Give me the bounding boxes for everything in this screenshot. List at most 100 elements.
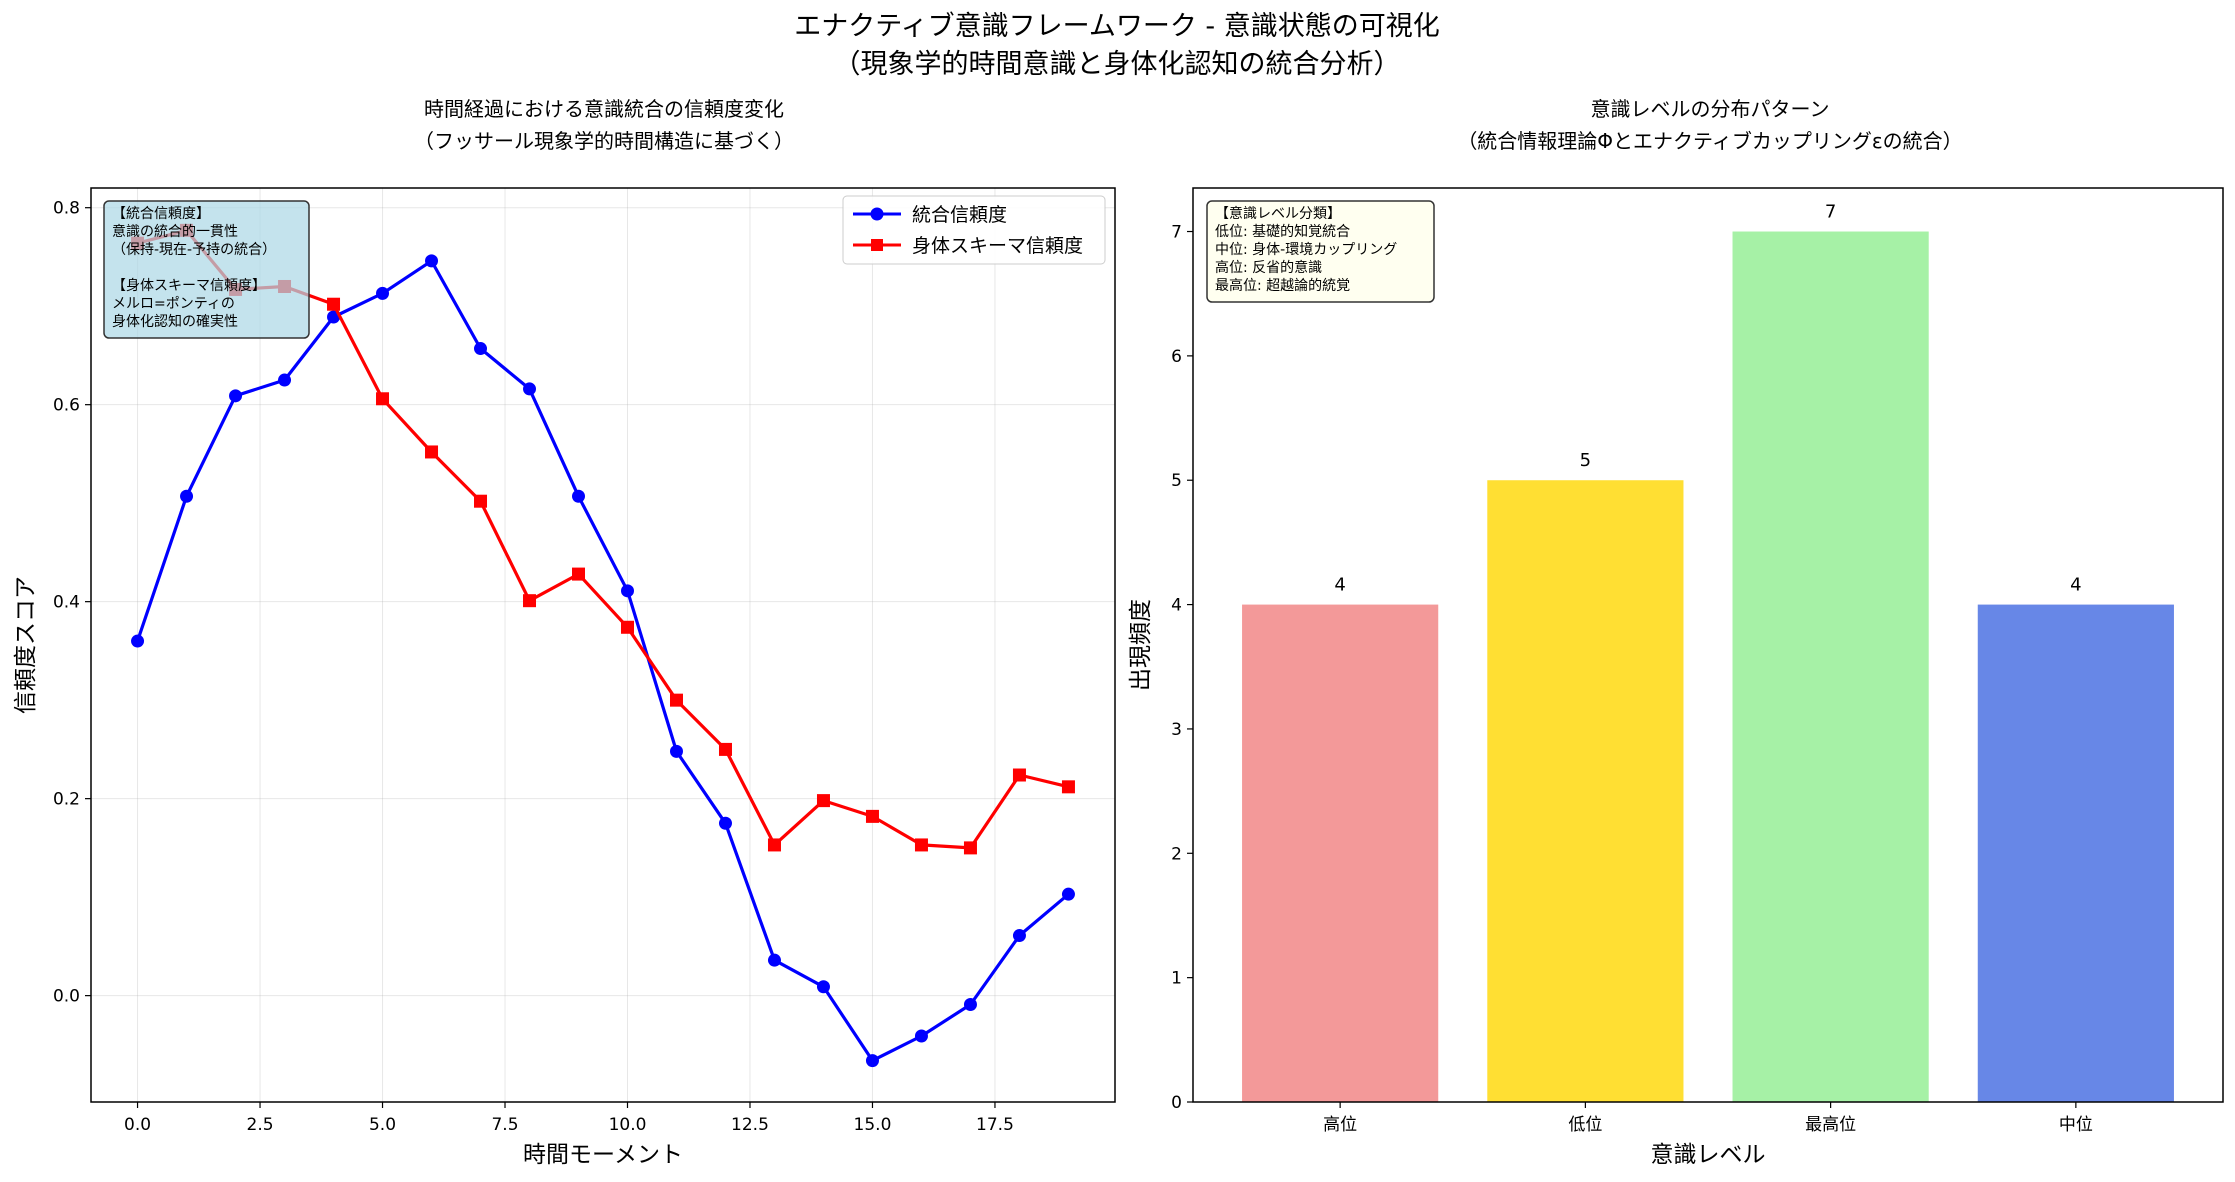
- x-tick-label: 中位: [2059, 1115, 2093, 1135]
- bar-chart-x-axis-label: 意識レベル: [1651, 1142, 1766, 1168]
- bar-chart-x-ticks: 高位 低位 最高位 中位: [1323, 1102, 2093, 1135]
- y-tick-label: 5: [1171, 471, 1182, 491]
- y-tick-label: 4: [1171, 596, 1182, 616]
- x-tick-label: 0.0: [124, 1115, 151, 1135]
- line-chart-y-axis-label: 信頼度スコア: [13, 576, 39, 714]
- line-chart-plot-frame: [90, 187, 1116, 1103]
- data-point: [767, 838, 781, 852]
- x-tick-label: 5.0: [369, 1115, 396, 1135]
- line-chart-annotation: 【統合信頼度】 意識の統合的一貫性 （保持-現在-予持の統合） 【身体スキーマ信…: [103, 200, 310, 339]
- bar-chart-annotation-line: 低位: 基礎的知覚統合: [1215, 223, 1350, 240]
- bar-chart-bars: 4 5 7 4: [1242, 202, 2174, 1102]
- bar-value-label: 4: [2070, 575, 2081, 596]
- bar-chart-annotation-line: 中位: 身体-環境カップリング: [1215, 242, 1397, 258]
- line-chart-x-ticks: 0.0 2.5 5.0 7.5 10.0 12.5 15.0 17.5: [124, 1102, 1014, 1135]
- line-chart-annotation-line: 意識の統合的一貫性: [112, 223, 238, 240]
- line-chart-series: [131, 223, 1075, 1068]
- series-line-integration: [135, 259, 1070, 1063]
- data-point: [865, 1054, 879, 1068]
- y-tick-label: 0.4: [53, 593, 80, 613]
- bar-chart: 意識レベルの分布パターン （統合情報理論Φとエナクティブカップリングεの統合） …: [1128, 97, 2224, 1168]
- x-tick-label: 高位: [1323, 1115, 1357, 1135]
- bar-chart-y-ticks: 0 1 2 3 4 5 6 7: [1171, 223, 1193, 1113]
- data-point: [376, 286, 390, 300]
- bar: [1487, 480, 1684, 1102]
- y-tick-label: 0.6: [53, 396, 80, 416]
- x-tick-label: 7.5: [491, 1115, 518, 1135]
- data-point: [180, 489, 194, 503]
- line-chart-annotation-line: 身体化認知の確実性: [112, 313, 238, 330]
- bar: [1242, 604, 1439, 1102]
- data-point: [767, 953, 781, 967]
- y-tick-label: 1: [1171, 969, 1182, 989]
- line-chart-x-axis-label: 時間モーメント: [523, 1142, 683, 1168]
- data-point: [1061, 887, 1075, 901]
- y-tick-label: 7: [1171, 223, 1182, 243]
- data-point: [1012, 768, 1026, 782]
- data-point: [425, 445, 439, 459]
- y-tick-label: 0.8: [53, 199, 80, 219]
- data-point: [131, 634, 145, 648]
- y-tick-label: 6: [1171, 347, 1182, 367]
- data-point: [278, 373, 292, 387]
- bar-chart-annotation-line: 最高位: 超越論的統覚: [1215, 277, 1350, 294]
- x-tick-label: 15.0: [854, 1115, 892, 1135]
- bar-value-label: 5: [1580, 450, 1591, 471]
- data-point: [523, 594, 537, 608]
- bar-value-label: 7: [1825, 202, 1836, 223]
- data-point: [327, 297, 341, 311]
- x-tick-label: 低位: [1568, 1115, 1602, 1135]
- legend-marker-circle-icon: [870, 207, 884, 221]
- line-chart-annotation-line: 【身体スキーマ信頼度】: [112, 278, 266, 294]
- data-point: [816, 794, 830, 808]
- bar-chart-y-axis-label: 出現頻度: [1128, 599, 1154, 691]
- data-point: [474, 342, 488, 356]
- data-point: [620, 620, 634, 634]
- data-point: [425, 254, 439, 268]
- y-tick-label: 2: [1171, 844, 1182, 864]
- line-chart-annotation-line: 【統合信頼度】: [112, 206, 210, 222]
- line-chart-annotation-line: （保持-現在-予持の統合）: [112, 242, 276, 258]
- legend-label-body-schema: 身体スキーマ信頼度: [912, 235, 1083, 257]
- data-point: [669, 693, 683, 707]
- data-point: [914, 1029, 928, 1043]
- line-chart-annotation-line: メルロ=ポンティの: [112, 296, 235, 312]
- legend-marker-square-icon: [871, 239, 883, 251]
- data-point: [963, 841, 977, 855]
- data-point: [914, 838, 928, 852]
- bar: [1977, 604, 2174, 1102]
- legend-box: [842, 195, 1106, 265]
- data-point: [1061, 780, 1075, 794]
- data-point: [572, 489, 586, 503]
- data-point: [229, 389, 243, 403]
- data-point: [1012, 929, 1026, 943]
- line-chart-title-line2: （フッサール現象学的時間構造に基づく）: [414, 129, 794, 153]
- data-point: [669, 744, 683, 758]
- line-chart: 時間経過における意識統合の信頼度変化 （フッサール現象学的時間構造に基づく） 0…: [13, 97, 1116, 1168]
- data-point: [718, 742, 732, 756]
- data-point: [572, 567, 586, 581]
- line-chart-legend: 統合信頼度 身体スキーマ信頼度: [842, 195, 1106, 265]
- line-chart-title-line1: 時間経過における意識統合の信頼度変化: [424, 97, 784, 121]
- x-tick-label: 12.5: [731, 1115, 769, 1135]
- line-chart-annotation-box: [103, 200, 310, 339]
- data-point: [620, 584, 634, 598]
- y-tick-label: 0.0: [53, 987, 80, 1007]
- x-tick-label: 2.5: [247, 1115, 274, 1135]
- data-point: [376, 392, 390, 406]
- data-point: [718, 816, 732, 830]
- bar-chart-plot-frame: [1192, 187, 2224, 1103]
- data-point: [816, 980, 830, 994]
- bar-chart-title-line1: 意識レベルの分布パターン: [1591, 97, 1830, 121]
- data-point: [963, 997, 977, 1011]
- line-chart-y-ticks: 0.0 0.2 0.4 0.6 0.8: [53, 199, 91, 1007]
- figure-title-line2: （現象学的時間意識と身体化認知の統合分析）: [834, 49, 1401, 80]
- figure-title-line1: エナクティブ意識フレームワーク - 意識状態の可視化: [794, 11, 1439, 42]
- legend-label-integration: 統合信頼度: [912, 204, 1007, 226]
- x-tick-label: 最高位: [1805, 1115, 1856, 1135]
- data-point: [474, 494, 488, 508]
- bar-chart-annotation-line: 高位: 反省的意識: [1215, 259, 1322, 276]
- bar: [1732, 231, 1929, 1102]
- data-point: [865, 809, 879, 823]
